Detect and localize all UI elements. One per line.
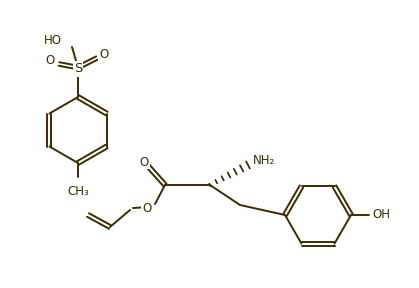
Text: O: O xyxy=(99,48,109,60)
Text: OH: OH xyxy=(372,209,390,221)
Text: O: O xyxy=(142,202,152,215)
Text: NH₂: NH₂ xyxy=(253,154,275,168)
Text: O: O xyxy=(45,54,54,67)
Text: O: O xyxy=(140,156,149,168)
Text: CH₃: CH₃ xyxy=(67,185,89,198)
Text: HO: HO xyxy=(44,33,62,46)
Text: S: S xyxy=(74,62,82,75)
